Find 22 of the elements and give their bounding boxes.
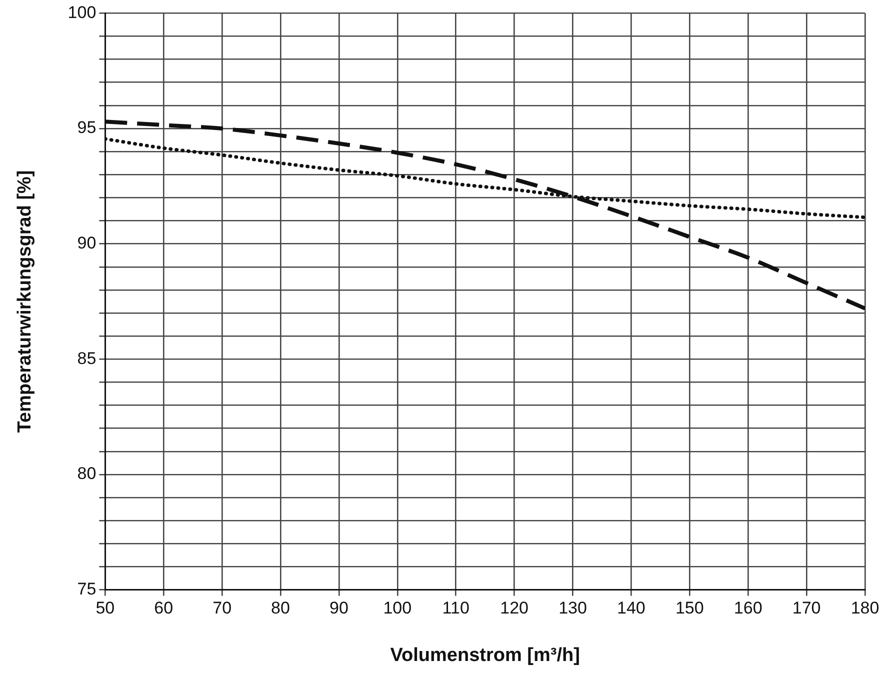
x-tick-label: 110 xyxy=(442,598,470,618)
y-tick-label: 80 xyxy=(77,464,96,484)
x-tick-label: 170 xyxy=(792,598,821,618)
x-tick-label: 180 xyxy=(850,598,880,618)
x-tick-label: 160 xyxy=(734,598,762,618)
x-tick-label: 100 xyxy=(383,598,412,618)
y-tick-label: 75 xyxy=(77,579,96,598)
x-tick-label: 80 xyxy=(271,598,290,618)
x-tick-label: 70 xyxy=(212,598,232,618)
x-tick-label: 90 xyxy=(330,598,348,618)
x-tick-label: 140 xyxy=(617,598,646,618)
x-tick-label: 120 xyxy=(500,598,528,618)
x-axis-title: Volumenstrom [m³/h] xyxy=(390,644,580,666)
y-axis-title: Temperaturwirkungsgrad [%] xyxy=(14,170,36,433)
x-tick-label: 50 xyxy=(96,598,115,618)
x-tick-label: 130 xyxy=(558,598,587,618)
y-tick-label: 95 xyxy=(77,118,96,138)
x-tick-label: 150 xyxy=(675,598,704,618)
y-tick-label: 85 xyxy=(77,348,96,368)
y-tick-label: 100 xyxy=(68,2,96,22)
y-tick-label: 90 xyxy=(77,234,96,253)
x-tick-label: 60 xyxy=(154,598,174,618)
